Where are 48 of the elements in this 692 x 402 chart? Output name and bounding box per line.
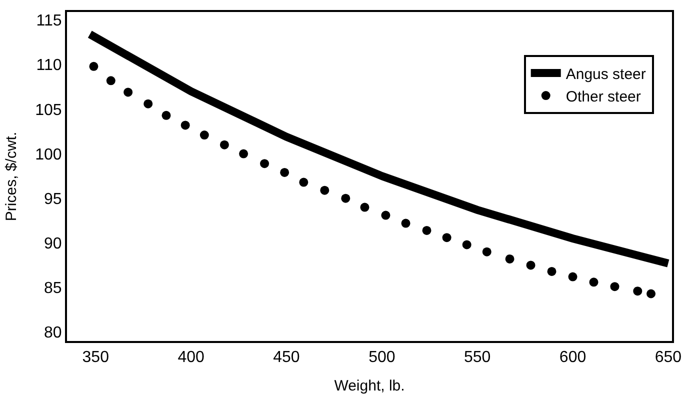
point bbox=[381, 210, 390, 220]
point bbox=[610, 282, 620, 292]
point bbox=[568, 272, 578, 282]
point bbox=[280, 168, 290, 177]
x-axis-title: Weight, lb. bbox=[334, 378, 405, 395]
point bbox=[89, 62, 98, 71]
x-tick-label: 450 bbox=[273, 349, 300, 366]
point bbox=[442, 233, 452, 242]
point bbox=[220, 140, 229, 150]
point bbox=[462, 240, 472, 250]
y-tick-label: 80 bbox=[44, 324, 62, 342]
legend-label: Angus steer bbox=[566, 66, 646, 83]
point bbox=[341, 194, 350, 203]
x-tick-label: 500 bbox=[368, 349, 396, 366]
point bbox=[299, 178, 308, 187]
x-tick-label: 550 bbox=[464, 349, 491, 366]
y-tick-label: 100 bbox=[35, 146, 62, 164]
point bbox=[526, 260, 536, 270]
x-tick-label: 400 bbox=[178, 349, 204, 366]
point bbox=[482, 247, 492, 256]
x-tick-label: 350 bbox=[82, 349, 110, 366]
y-tick-label: 85 bbox=[44, 280, 62, 298]
point bbox=[260, 159, 270, 168]
point bbox=[144, 99, 153, 108]
point bbox=[162, 110, 171, 120]
point bbox=[106, 76, 116, 86]
y-axis-title: Prices, $/cwt. bbox=[2, 132, 20, 222]
x-tick-label: 650 bbox=[654, 349, 682, 366]
point bbox=[547, 266, 556, 276]
point bbox=[360, 202, 370, 212]
point bbox=[633, 286, 642, 296]
point bbox=[239, 149, 248, 158]
point bbox=[124, 88, 133, 97]
y-tick-label: 105 bbox=[35, 102, 62, 119]
point bbox=[401, 218, 410, 228]
y-tick-label: 95 bbox=[44, 190, 62, 208]
legend-label: Other steer bbox=[566, 88, 641, 106]
point bbox=[180, 120, 190, 130]
point bbox=[320, 186, 330, 195]
point bbox=[646, 289, 656, 298]
point bbox=[589, 278, 598, 287]
y-tick-label: 110 bbox=[36, 57, 62, 74]
point bbox=[200, 130, 209, 140]
point bbox=[422, 226, 432, 235]
x-tick-label: 600 bbox=[559, 349, 586, 366]
y-tick-label: 115 bbox=[36, 12, 62, 30]
y-tick-label: 90 bbox=[44, 236, 62, 253]
point bbox=[505, 254, 514, 264]
